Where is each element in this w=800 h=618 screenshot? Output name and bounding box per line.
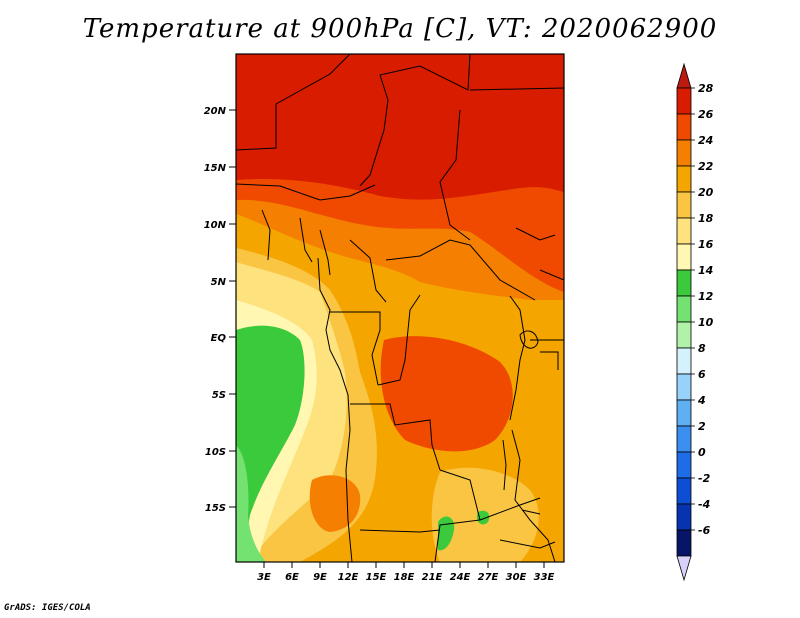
lat-label: 15S xyxy=(205,503,226,514)
band-t12 xyxy=(236,445,266,562)
temperature-field xyxy=(236,54,564,562)
border-north-5 xyxy=(439,109,471,241)
border-west-1 xyxy=(261,209,271,261)
border-north-3 xyxy=(379,54,471,91)
border-congo-2 xyxy=(377,294,421,386)
colorbar-label: 20 xyxy=(698,186,714,199)
colorbar-swatch xyxy=(676,399,692,427)
lon-label: 30E xyxy=(506,572,527,583)
lon-label: 9E xyxy=(313,572,327,583)
colorbar-label: 26 xyxy=(698,108,714,121)
colorbar-swatch xyxy=(676,113,692,141)
lat-axis: 20N 15N 10N 5N EQ 5S 10S 15S xyxy=(204,106,236,514)
colorbar-swatch xyxy=(676,529,692,557)
colorbar-label: 4 xyxy=(697,394,706,407)
border-east-1 xyxy=(509,295,526,421)
colorbar-label: 14 xyxy=(698,264,713,277)
colorbar-swatch xyxy=(676,295,692,323)
colorbar-label: 6 xyxy=(698,368,706,381)
lat-label: EQ xyxy=(211,333,227,344)
colorbar-swatch xyxy=(676,165,692,193)
colorbar-label: 22 xyxy=(698,160,714,173)
border-south-3 xyxy=(499,539,556,549)
colorbar-swatch xyxy=(676,139,692,167)
border-north-2 xyxy=(359,74,389,187)
colorbar-label: 12 xyxy=(698,290,714,303)
colorbar-swatch xyxy=(676,321,692,349)
border-north-4 xyxy=(469,87,564,91)
colorbar-label: 8 xyxy=(698,342,706,355)
country-borders xyxy=(236,54,564,562)
map-frame xyxy=(235,53,565,563)
border-central-5 xyxy=(539,269,564,281)
colorbar-bottom-arrow xyxy=(676,555,692,582)
colorbar-swatch xyxy=(676,425,692,453)
grads-credit: GrADS: IGES/COLA xyxy=(4,603,91,613)
border-central-1 xyxy=(349,239,387,303)
colorbar-swatch xyxy=(676,373,692,401)
border-central-3 xyxy=(469,244,536,301)
lat-label: 5S xyxy=(212,390,226,401)
lat-label: 5N xyxy=(211,277,227,288)
colorbar-label: 24 xyxy=(698,134,713,147)
colorbar-swatch xyxy=(676,243,692,271)
lon-label: 24E xyxy=(450,572,471,583)
lon-label: 21E xyxy=(422,572,443,583)
lon-label: 15E xyxy=(366,572,387,583)
border-north-1 xyxy=(236,54,351,151)
border-central-4 xyxy=(515,227,556,241)
colorbar-label: -4 xyxy=(698,498,710,511)
colorbar-swatch xyxy=(676,87,692,115)
border-south-2 xyxy=(479,497,541,521)
lat-label: 15N xyxy=(204,163,227,174)
lake-outline-2 xyxy=(502,439,507,491)
colorbar-swatch xyxy=(676,347,692,375)
border-west-3 xyxy=(319,229,331,276)
border-central-2 xyxy=(385,239,471,261)
lon-label: 33E xyxy=(534,572,555,583)
colorbar-label: 0 xyxy=(698,446,706,459)
lake-outline-1 xyxy=(519,330,539,349)
colorbar-swatch xyxy=(676,451,692,479)
border-coast xyxy=(317,257,353,562)
border-sahel xyxy=(236,183,376,201)
border-west-2 xyxy=(299,217,313,263)
colorbar-swatch xyxy=(676,477,692,505)
band-t14 xyxy=(236,325,305,562)
border-east-3 xyxy=(540,351,559,370)
lat-label: 10S xyxy=(205,447,226,458)
lat-label: 20N xyxy=(204,106,227,117)
colorbar-label: -6 xyxy=(698,524,711,537)
lon-axis: 3E 6E 9E 12E 15E 18E 21E 24E 27E 30E 33E xyxy=(257,562,555,583)
colorbar-top-arrow xyxy=(676,62,692,89)
band-t14-southeast xyxy=(476,510,490,525)
colorbar-label: 28 xyxy=(698,82,714,95)
lon-label: 3E xyxy=(257,572,271,583)
border-drc-1 xyxy=(350,403,441,471)
border-congo-1 xyxy=(330,311,381,386)
colorbar-swatch xyxy=(676,191,692,219)
colorbar-swatch xyxy=(676,503,692,531)
colorbar-swatch xyxy=(676,269,692,297)
lon-label: 12E xyxy=(338,572,359,583)
border-south-1 xyxy=(359,529,441,533)
colorbar-label: 16 xyxy=(698,238,714,251)
colorbar-label: 10 xyxy=(698,316,714,329)
map-title: Temperature at 900hPa [C], VT: 202006290… xyxy=(82,14,718,44)
lake-outline-3 xyxy=(521,509,541,515)
lon-label: 27E xyxy=(478,572,499,583)
lat-label: 10N xyxy=(204,220,227,231)
lon-label: 6E xyxy=(285,572,299,583)
colorbar-label: 18 xyxy=(698,212,714,225)
colorbar-label: 2 xyxy=(698,420,706,433)
lon-label: 18E xyxy=(394,572,415,583)
colorbar-label: -2 xyxy=(698,472,711,485)
colorbar-swatch xyxy=(676,217,692,245)
